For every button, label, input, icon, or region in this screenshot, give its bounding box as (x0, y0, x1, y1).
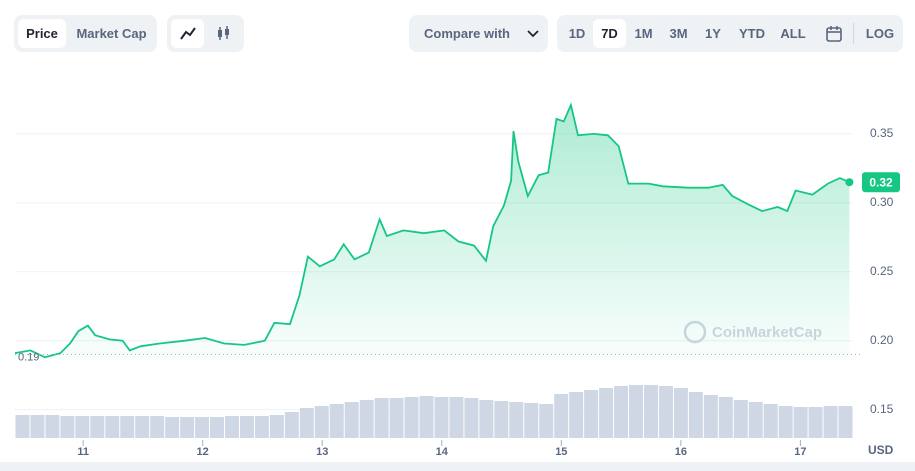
volume-bar (90, 416, 105, 438)
compare-label: Compare with (424, 26, 510, 41)
separator (853, 23, 854, 44)
price-badge-label: 0.32 (869, 175, 893, 189)
tab[interactable]: Market Cap (76, 26, 147, 41)
volume-bar (838, 406, 853, 438)
volume-bar (15, 415, 30, 438)
volume-bar (165, 417, 180, 438)
volume-bar (509, 402, 524, 438)
volume-bar (539, 404, 554, 438)
volume-bar (60, 416, 75, 438)
volume-bar (644, 385, 658, 438)
volume-bar (703, 395, 718, 438)
volume-bar (150, 416, 165, 438)
volume-bar (778, 406, 793, 438)
x-tick-label: 14 (436, 446, 449, 458)
volume-bar (180, 417, 195, 438)
volume-bar (614, 386, 629, 438)
volume-bar (554, 394, 569, 438)
candle-icon[interactable] (207, 19, 240, 48)
volume-bar (374, 398, 389, 438)
x-tick-label: 11 (77, 446, 89, 458)
volume-bar (524, 403, 539, 438)
y-tick-label: 0.20 (870, 333, 894, 347)
volume-bar (629, 385, 643, 438)
volume-bar (688, 392, 703, 438)
volume-bar (479, 400, 494, 438)
volume-bar (299, 408, 314, 438)
y-tick-label: 0.15 (870, 402, 894, 416)
tab[interactable]: Price (18, 19, 66, 48)
price-badge (862, 172, 900, 193)
volume-bar (404, 397, 419, 438)
volume-bar (658, 386, 673, 438)
log-button[interactable]: LOG (865, 26, 895, 41)
range-group: LOG 1D 7D 1M 3M 1Y YTD ALL (557, 15, 903, 52)
volume-bar (359, 400, 374, 438)
volume-bar (120, 416, 135, 438)
range-strip (0, 462, 915, 471)
x-tick-label: 16 (675, 446, 687, 458)
volume-bar (225, 416, 239, 438)
volume-bar (599, 388, 614, 438)
volume-bar (793, 407, 808, 438)
volume-bar (344, 402, 359, 438)
volume-bar (823, 406, 838, 438)
volume-bar (464, 398, 479, 438)
tab-group: Price Market Cap (14, 15, 157, 52)
range-button[interactable]: ALL (780, 26, 806, 41)
range-button[interactable]: 7D (593, 19, 626, 48)
x-tick-label: 13 (316, 446, 328, 458)
volume-bar (569, 392, 584, 438)
volume-bar (748, 402, 763, 438)
volume-bar (733, 400, 748, 438)
last-point (845, 178, 854, 187)
x-tick-label: 15 (555, 446, 567, 458)
y-tick-label: 0.25 (870, 264, 894, 278)
volume-bar (673, 388, 688, 438)
volume-bar (284, 412, 299, 438)
volume-bar (329, 404, 344, 438)
volume-bar (584, 390, 599, 438)
range-button[interactable]: 1M (634, 26, 653, 41)
volume-bar (254, 416, 269, 438)
reference-label: 0.19 (18, 351, 39, 363)
volume-bar (45, 415, 60, 438)
volume-bar (449, 397, 464, 438)
range-button[interactable]: 3M (669, 26, 688, 41)
volume-bar (30, 415, 45, 438)
range-button[interactable]: 1D (568, 26, 586, 41)
volume-bar (75, 416, 90, 438)
volume-bar (808, 407, 823, 438)
y-unit: USD (868, 443, 894, 457)
range-button[interactable]: 1Y (705, 26, 721, 41)
volume-bar (195, 417, 210, 438)
x-tick-label: 12 (197, 446, 209, 458)
line-icon[interactable] (171, 19, 204, 48)
volume-bar (135, 416, 150, 438)
volume-bar (434, 397, 449, 438)
calendar-icon[interactable] (825, 25, 843, 43)
volume-bar (105, 416, 120, 438)
y-tick-label: 0.30 (870, 195, 894, 209)
volume-bar (718, 397, 733, 438)
volume-bar (210, 417, 224, 438)
volume-bar (239, 416, 254, 438)
compare-select[interactable]: Compare with (409, 15, 548, 52)
volume-bar (763, 404, 778, 438)
volume-bar (389, 398, 404, 438)
volume-bar (419, 396, 434, 438)
volume-bar (269, 415, 284, 438)
y-tick-label: 0.35 (870, 126, 894, 140)
price-line (14, 102, 850, 359)
chart-type-group (167, 15, 244, 52)
volume-bar (314, 406, 329, 438)
volume-bar (494, 401, 509, 438)
range-button[interactable]: YTD (739, 26, 765, 41)
x-tick-label: 17 (794, 446, 806, 458)
